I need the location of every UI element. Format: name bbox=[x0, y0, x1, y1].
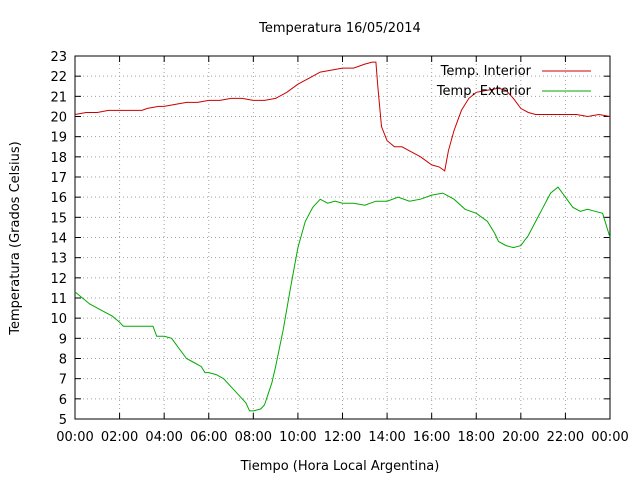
legend-label: Temp. Interior bbox=[440, 64, 532, 79]
y-tick-label: 7 bbox=[59, 373, 67, 388]
x-tick-label: 22:00 bbox=[547, 430, 584, 445]
y-tick-label: 16 bbox=[50, 191, 67, 206]
x-tick-label: 10:00 bbox=[279, 430, 316, 445]
x-tick-label: 16:00 bbox=[413, 430, 450, 445]
series-line-exterior bbox=[74, 186, 611, 412]
legend-label: Temp. Exterior bbox=[436, 84, 532, 99]
x-tick-label: 04:00 bbox=[145, 430, 182, 445]
axes: 5 6 7 8 9 10 11 12 13 14 15 16 17 18 19 20 21 22 23 00:00 02… bbox=[50, 50, 628, 445]
y-tick-label: 18 bbox=[50, 151, 67, 166]
y-tick-label: 22 bbox=[50, 70, 67, 85]
y-tick-label: 5 bbox=[59, 413, 67, 428]
x-tick-label: 08:00 bbox=[235, 430, 272, 445]
plot-series bbox=[74, 61, 611, 412]
x-axis-label: Tiempo (Hora Local Argentina) bbox=[240, 459, 440, 474]
y-tick-label: 14 bbox=[50, 232, 67, 247]
x-tick-label: 02:00 bbox=[101, 430, 138, 445]
y-tick-label: 23 bbox=[50, 50, 67, 65]
x-tick-label: 20:00 bbox=[502, 430, 539, 445]
y-tick-label: 15 bbox=[50, 211, 67, 226]
y-tick-label: 8 bbox=[59, 353, 67, 368]
y-axis-label: Temperatura (Grados Celsius) bbox=[8, 141, 23, 335]
legend: Temp. Interior Temp. Exterior bbox=[436, 64, 591, 99]
y-tick-label: 17 bbox=[50, 171, 67, 186]
y-tick-label: 9 bbox=[59, 332, 67, 347]
grid bbox=[75, 56, 610, 419]
y-tick-label: 12 bbox=[50, 272, 67, 287]
x-tick-label: 00:00 bbox=[56, 430, 93, 445]
y-tick-label: 19 bbox=[50, 131, 67, 146]
y-tick-label: 11 bbox=[50, 292, 67, 307]
y-tick-label: 13 bbox=[50, 252, 67, 267]
y-tick-label: 6 bbox=[59, 393, 67, 408]
y-tick-label: 10 bbox=[50, 312, 67, 327]
x-tick-label: 06:00 bbox=[190, 430, 227, 445]
chart-title: Temperatura 16/05/2014 bbox=[258, 21, 421, 36]
y-tick-label: 20 bbox=[50, 111, 67, 126]
y-tick-label: 21 bbox=[50, 90, 67, 105]
x-tick-label: 00:00 bbox=[591, 430, 628, 445]
x-tick-label: 12:00 bbox=[324, 430, 361, 445]
x-tick-label: 18:00 bbox=[458, 430, 495, 445]
x-tick-label: 14:00 bbox=[368, 430, 405, 445]
series-line-interior bbox=[74, 61, 611, 172]
